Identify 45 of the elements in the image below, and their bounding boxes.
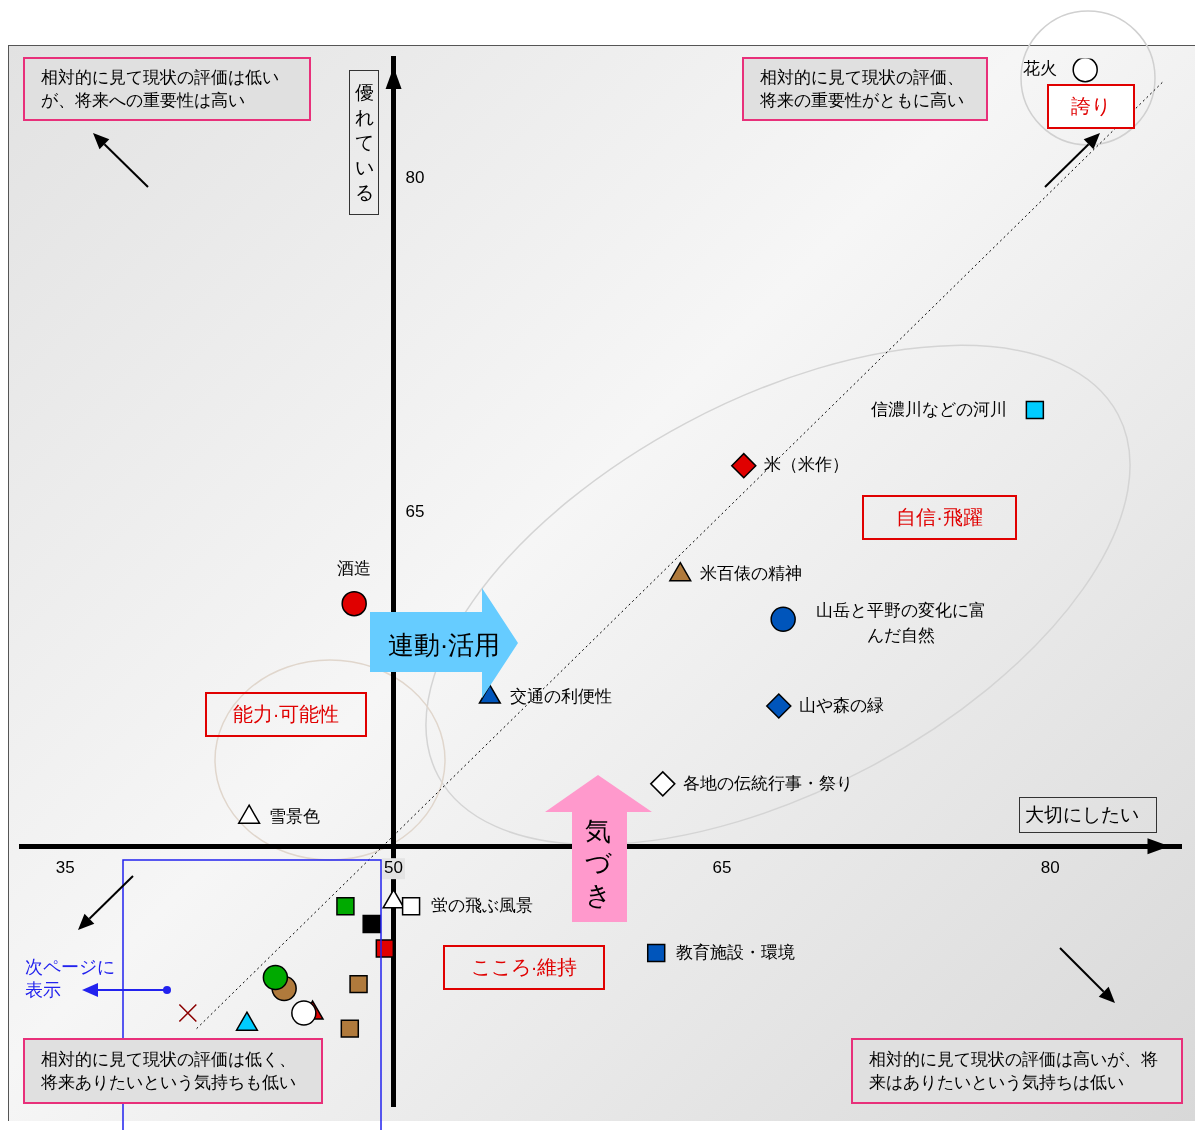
- series-label: 交通の利便性: [509, 686, 612, 706]
- annotation: 相対的に見て現状の評価は高いが、将来はありたいという気持ちは低い: [851, 1038, 1183, 1104]
- annotation: 能力·可能性: [205, 692, 367, 737]
- series-label: 雪景色: [269, 806, 321, 826]
- series-label: 米（米作）: [763, 455, 849, 475]
- point: [1025, 400, 1045, 420]
- x-axis-title: 大切にしたい: [1019, 797, 1157, 833]
- series-label: 教育施設・環境: [676, 942, 796, 962]
- point: [646, 943, 666, 963]
- series-label: 蛍の飛ぶ風景: [431, 895, 534, 915]
- point: [770, 606, 796, 632]
- series-label: 山岳と平野の変化に富んだ自然: [816, 600, 987, 645]
- point: [401, 897, 421, 916]
- annotation: 連動·活用: [386, 628, 502, 662]
- annotation: 相対的に見て現状の評価は低いが、将来への重要性は高い: [23, 57, 311, 121]
- series-label: 花火: [1023, 59, 1058, 79]
- annotation: 次ページに表示: [25, 956, 116, 1002]
- x-tick-label: 35: [55, 858, 75, 878]
- x-tick-label: 80: [1040, 858, 1060, 878]
- x-tick-label: 65: [712, 858, 732, 878]
- y-axis-title: 優れている: [354, 81, 374, 205]
- annotation: 相対的に見て現状の評価、将来の重要性がともに高い: [742, 57, 988, 121]
- series-label: 山や森の緑: [798, 695, 884, 715]
- series-label: 米百俵の精神: [700, 564, 803, 584]
- point: [731, 452, 757, 479]
- point: [1072, 58, 1098, 83]
- series-label: 信濃川などの河川: [870, 399, 1007, 419]
- x-tick-label: 50: [384, 858, 404, 878]
- point: [349, 974, 368, 994]
- point: [766, 693, 792, 719]
- annotation: 誇り: [1047, 84, 1135, 129]
- annotation: こころ·維持: [443, 945, 605, 990]
- annotation: 自信·飛躍: [862, 495, 1017, 540]
- series-label: 酒造: [337, 559, 372, 579]
- point: [291, 1000, 317, 1026]
- point: [336, 897, 355, 916]
- point: [362, 914, 381, 934]
- point: [340, 1019, 360, 1038]
- point: [650, 771, 676, 797]
- annotation: 相対的に見て現状の評価は低く、将来ありたいという気持ちも低い: [23, 1038, 323, 1104]
- point: [178, 1003, 198, 1023]
- point: [262, 964, 289, 991]
- point: [341, 590, 367, 617]
- series-label: 各地の伝統行事・祭り: [682, 773, 853, 793]
- annotation: 気づき: [584, 815, 612, 911]
